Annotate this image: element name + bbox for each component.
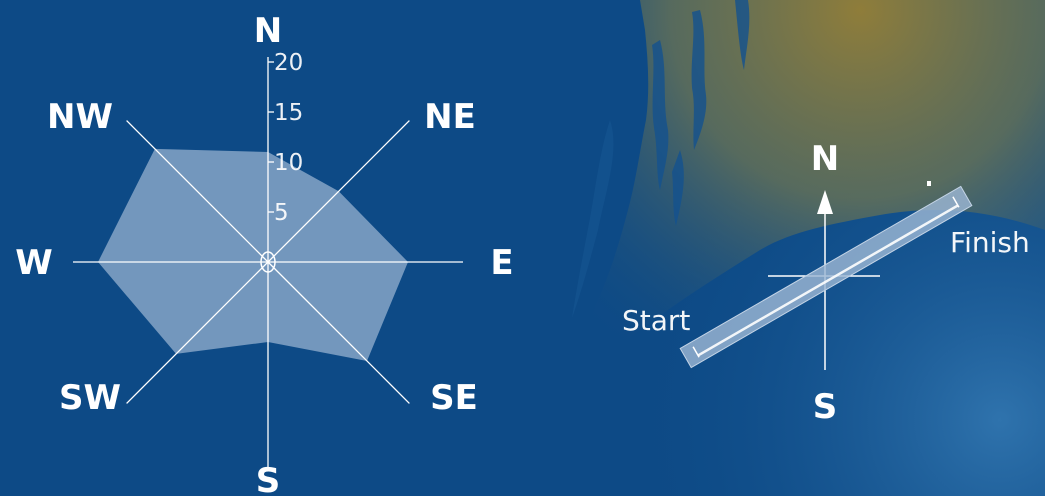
course-south-label: S bbox=[813, 387, 838, 427]
radar-chart: 5 10 15 20 N NE E SE S SW W NW bbox=[15, 11, 513, 496]
radar-spoke-sw bbox=[126, 261, 269, 404]
radar-direction-label-n: N bbox=[254, 11, 282, 51]
course-north-label: N bbox=[811, 139, 839, 179]
radar-direction-label-se: SE bbox=[430, 378, 478, 418]
radar-direction-labels: N NE E SE S SW W NW bbox=[15, 11, 513, 496]
radar-direction-label-e: E bbox=[490, 243, 513, 283]
radar-direction-label-nw: NW bbox=[47, 97, 113, 137]
radar-tick-label-15: 15 bbox=[274, 100, 303, 126]
radar-tick-label-20: 20 bbox=[274, 50, 303, 76]
radar-center-marker bbox=[260, 251, 276, 273]
radar-direction-label-w: W bbox=[15, 243, 53, 283]
course-finish-label: Finish bbox=[950, 226, 1030, 259]
course-diagram: N S Start Finish bbox=[622, 139, 1030, 427]
course-finish-mark bbox=[952, 196, 960, 208]
shoreline-islands bbox=[572, 0, 750, 318]
radar-spokes bbox=[73, 57, 463, 467]
radar-spoke-ne bbox=[267, 120, 410, 263]
radar-direction-label-s: S bbox=[256, 461, 281, 496]
course-line-track bbox=[697, 204, 959, 357]
radar-spoke-se bbox=[267, 261, 410, 404]
course-start-label: Start bbox=[622, 304, 690, 337]
radar-ticks: 5 10 15 20 bbox=[268, 50, 303, 226]
radar-direction-label-sw: SW bbox=[59, 378, 121, 418]
radar-direction-label-ne: NE bbox=[424, 97, 476, 137]
radar-tick-label-5: 5 bbox=[274, 200, 289, 226]
finish-buoy-icon bbox=[927, 181, 931, 186]
radar-area bbox=[98, 148, 408, 361]
radar-spoke-nw bbox=[126, 120, 269, 263]
radar-tick-label-10: 10 bbox=[274, 150, 303, 176]
land-mass bbox=[560, 0, 1045, 392]
course-start-mark bbox=[692, 346, 700, 358]
north-arrow-icon bbox=[817, 190, 833, 214]
